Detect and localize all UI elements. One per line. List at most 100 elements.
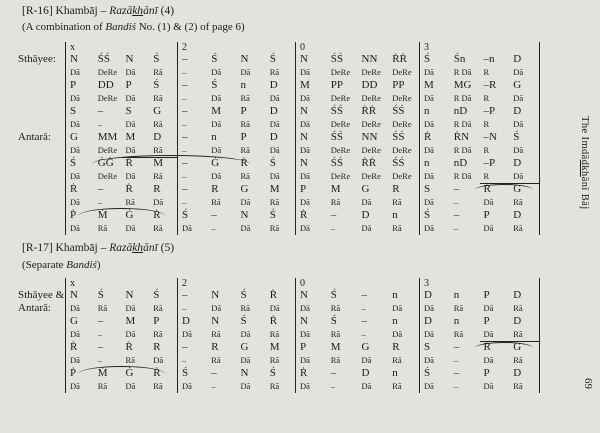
beat-cell: NN: [361, 131, 378, 143]
beat-cell: Dā: [240, 223, 251, 233]
taal-tick-label: 3: [424, 278, 429, 289]
bol-row: Dā Rā Dā Rā – Dā Rā Dā Dā Rā – Dā Dā Rā Dā Rā: [65, 302, 540, 315]
beat-cell: Ś: [211, 79, 218, 91]
beat-cell: Rā: [513, 381, 523, 391]
sargam-row: G MM M D – n P D N ŚŚ NN ŚŚ Ṙ ṘN –N Ś: [65, 131, 540, 144]
beat-cell: Dā: [70, 93, 80, 103]
vibhag-section: Dā DeRe Dā Rā: [65, 170, 177, 184]
beat-cell: G: [361, 183, 370, 195]
beat-cell: Dā: [269, 145, 280, 155]
beat-cell: D: [513, 367, 522, 379]
beat-cell: PP: [392, 79, 405, 91]
beat-cell: Ṙ: [70, 183, 78, 195]
vibhag-section: 3: [419, 42, 540, 53]
vibhag-section: P DD P Ś: [65, 79, 177, 92]
beat-cell: n: [211, 131, 217, 143]
beat-cell: N: [125, 53, 134, 65]
beat-cell: N: [240, 53, 249, 65]
beat-cell: Rā: [153, 381, 163, 391]
beat-cell: MM: [97, 131, 118, 143]
beat-cell: N: [300, 315, 308, 327]
beat-cell: D: [182, 315, 190, 327]
slur-arc: [78, 366, 165, 374]
beat-cell: Dā: [153, 197, 164, 207]
beat-cell: R Dā: [453, 145, 472, 155]
beat-cell: Ś: [240, 315, 247, 327]
beat-cell: Dā: [300, 93, 310, 103]
beat-cell: DeRe: [392, 119, 412, 129]
beat-cell: N: [70, 289, 78, 301]
beat-cell: Rā: [330, 329, 341, 339]
beat-cell: –: [211, 367, 217, 379]
title-raga-italic: Razā: [109, 5, 133, 17]
beat-cell: Ś: [182, 367, 189, 379]
beat-cell: Ṙ: [125, 341, 133, 353]
taal-tick-label: 0: [300, 278, 305, 289]
bol-row: Dā DeRe Dā Rā – Dā Dā Rā Dā DeRe DeRe DeRe Dā R Dā R Dā: [65, 66, 540, 79]
beat-cell: Dā: [513, 67, 524, 77]
beat-cell: G: [153, 105, 162, 117]
beat-cell: Dā: [424, 119, 434, 129]
section-title-r16: [R-16] Khambāj – Razākhānī (4): [22, 5, 174, 17]
beat-cell: Ś: [424, 367, 431, 379]
sargam-row: Ṙ – Ṙ R – R G M P M G R S – Ṙ Ġ: [65, 341, 540, 354]
beat-cell: Ś: [240, 289, 247, 301]
beat-cell: ṘṘ: [361, 157, 377, 169]
label-sthayee-2: Sthāyee &: [18, 289, 65, 301]
beat-cell: –: [453, 355, 458, 365]
beat-cell: Dā: [240, 197, 251, 207]
beat-cell: R: [392, 183, 400, 195]
beat-cell: P: [483, 209, 490, 221]
beat-cell: –: [97, 105, 104, 117]
beat-cell: –: [453, 209, 460, 221]
beat-cell: n: [392, 315, 398, 327]
running-title-pre: The Imdā: [579, 116, 590, 160]
beat-cell: Rā: [269, 355, 280, 365]
beat-cell: Dā: [70, 381, 80, 391]
beat-cell: Dā: [125, 93, 136, 103]
vibhag-section: Dā Rā Dā Rā: [177, 328, 295, 342]
beat-cell: DeRe: [97, 67, 118, 77]
beat-cell: Dā: [153, 355, 164, 365]
beat-cell: –: [453, 341, 460, 353]
beat-cell: Rā: [392, 223, 402, 233]
beat-cell: n: [392, 209, 398, 221]
beat-cell: Dā: [424, 171, 434, 181]
beat-cell: Dā: [424, 145, 434, 155]
beat-cell: Dā: [70, 329, 80, 339]
beat-cell: ṘN: [453, 131, 470, 143]
beat-cell: Śn: [453, 53, 466, 65]
beat-cell: ŚŚ: [392, 131, 405, 143]
beat-cell: DeRe: [330, 93, 351, 103]
beat-cell: Rā: [211, 197, 221, 207]
vibhag-section: Dā R Dā R Dā: [419, 66, 540, 79]
bol-row: Dā – Dā Rā Dā Rā Dā Rā Dā Rā – Dā Dā Rā Dā Rā: [65, 328, 540, 342]
beat-cell: P: [300, 341, 307, 353]
beat-cell: M: [300, 79, 310, 91]
beat-cell: N: [240, 367, 249, 379]
vibhag-section: – Ś N Ś: [177, 53, 295, 66]
beat-cell: –: [182, 289, 188, 301]
beat-cell: Dā: [300, 381, 310, 391]
beat-cell: –: [330, 381, 335, 391]
beat-cell: D: [424, 289, 432, 301]
beat-cell: N: [300, 157, 308, 169]
beat-cell: ŚŚ: [330, 131, 343, 143]
beat-cell: Dā: [300, 355, 310, 365]
bol-row: Dā – Rā Dā – Rā Dā Rā Dā Rā Dā Rā Dā – Dā Rā: [65, 354, 540, 367]
beat-cell: R Dā: [453, 119, 472, 129]
beat-cell: R: [483, 67, 490, 77]
sargam-row: N ŚŚ N Ś – Ś N Ś N ŚŚ NN ṘṘ Ś Śn –n D: [65, 53, 540, 66]
beat-cell: Dā: [125, 119, 136, 129]
beat-cell: P: [240, 105, 247, 117]
beat-cell: Rā: [97, 381, 108, 391]
beat-cell: Dā: [361, 355, 372, 365]
beat-cell: Dā: [70, 197, 80, 207]
beat-cell: –: [453, 223, 458, 233]
beat-cell: Dā: [361, 381, 372, 391]
beat-cell: n: [424, 105, 430, 117]
beat-cell: DeRe: [330, 171, 351, 181]
